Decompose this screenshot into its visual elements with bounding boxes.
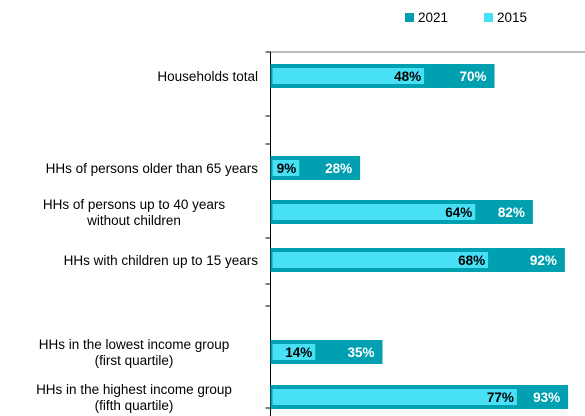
category-label: HHs in the lowest income group (first qua… <box>39 337 230 368</box>
legend-label-2015: 2015 <box>497 10 527 25</box>
legend-swatch-2021 <box>405 13 414 22</box>
legend-label-2021: 2021 <box>418 10 448 25</box>
bar-2021 <box>272 252 489 268</box>
bar-2021 <box>272 389 517 405</box>
value-label-2015: 70% <box>459 69 486 84</box>
bar-2021 <box>272 68 425 84</box>
category-labels: Households total HHs of persons older tha… <box>36 69 258 413</box>
value-label-2021: 48% <box>394 69 421 84</box>
category-label: HHs with children up to 15 years <box>64 253 259 268</box>
bar-2021 <box>272 344 316 360</box>
value-label-2015: 93% <box>533 390 560 405</box>
bar-2021 <box>272 160 300 176</box>
legend: 2021 2015 <box>405 10 527 25</box>
legend-swatch-2015 <box>484 13 493 22</box>
axis-ticks <box>265 51 271 409</box>
value-label-2021: 14% <box>285 345 312 360</box>
value-label-2015: 82% <box>498 205 525 220</box>
category-label: HHs of persons up to 40 years without chi… <box>43 197 226 228</box>
value-label-2021: 9% <box>277 161 297 176</box>
bar-2021 <box>272 204 476 220</box>
value-label-2015: 92% <box>530 253 557 268</box>
value-label-2021: 68% <box>458 253 485 268</box>
value-label-2015: 35% <box>347 345 374 360</box>
bars: 48% 70% 9% 28% 64% 82% 68% 92% 14% 35% 77% 93% <box>270 64 569 409</box>
value-label-2021: 77% <box>487 390 514 405</box>
value-label-2015: 28% <box>325 161 352 176</box>
value-label-2021: 64% <box>445 205 472 220</box>
category-label: HHs in the highest income group (fifth qu… <box>36 382 232 413</box>
category-label: Households total <box>157 69 258 84</box>
category-label: HHs of persons older than 65 years <box>46 161 259 176</box>
